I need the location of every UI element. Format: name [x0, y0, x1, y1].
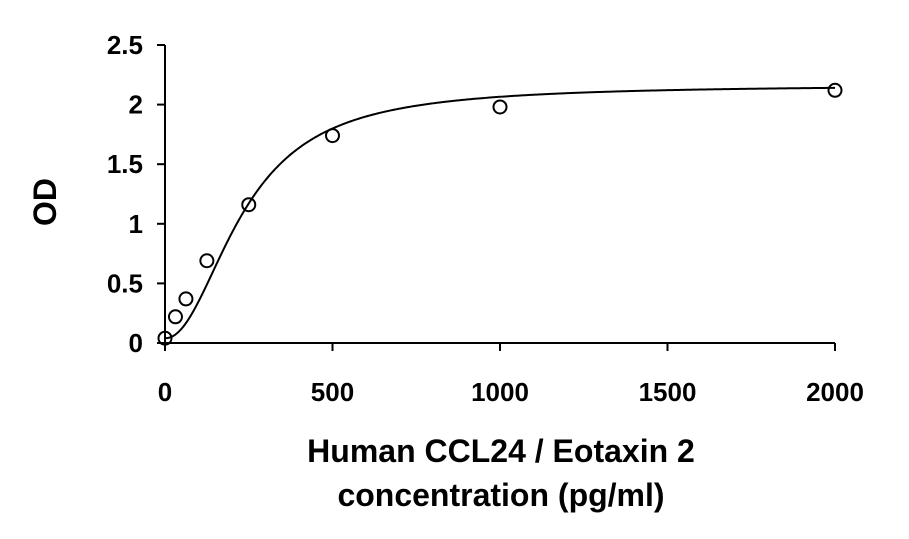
- data-point: [325, 128, 340, 144]
- data-point: [492, 99, 508, 115]
- x-tick-label: 500: [311, 377, 354, 407]
- data-point: [241, 197, 257, 213]
- x-tick-label: 0: [158, 377, 172, 407]
- data-point: [167, 309, 183, 325]
- x-tick-label: 1000: [471, 377, 529, 407]
- y-tick-label: 1: [129, 209, 143, 239]
- plot-area: 0 0.5 1 1.5 2 2.5 0 500 1000 1500 2000: [107, 30, 864, 407]
- x-tick-label: 1500: [639, 377, 697, 407]
- x-tick-label: 2000: [806, 377, 864, 407]
- y-tick-label: 0.5: [107, 268, 143, 298]
- y-tick-label: 0: [129, 328, 143, 358]
- y-tick-label: 2: [129, 90, 143, 120]
- y-tick-label: 2.5: [107, 30, 143, 60]
- data-point: [157, 330, 173, 346]
- fit-curve-line: [164, 86, 836, 340]
- data-point: [178, 291, 194, 307]
- y-tick-label: 1.5: [107, 149, 143, 179]
- data-point: [199, 253, 215, 269]
- x-axis-title-line-2: concentration (pg/ml): [337, 477, 664, 513]
- x-axis-title-line-1: Human CCL24 / Eotaxin 2: [307, 433, 695, 469]
- data-point: [827, 82, 843, 98]
- y-axis-title: OD: [27, 178, 63, 226]
